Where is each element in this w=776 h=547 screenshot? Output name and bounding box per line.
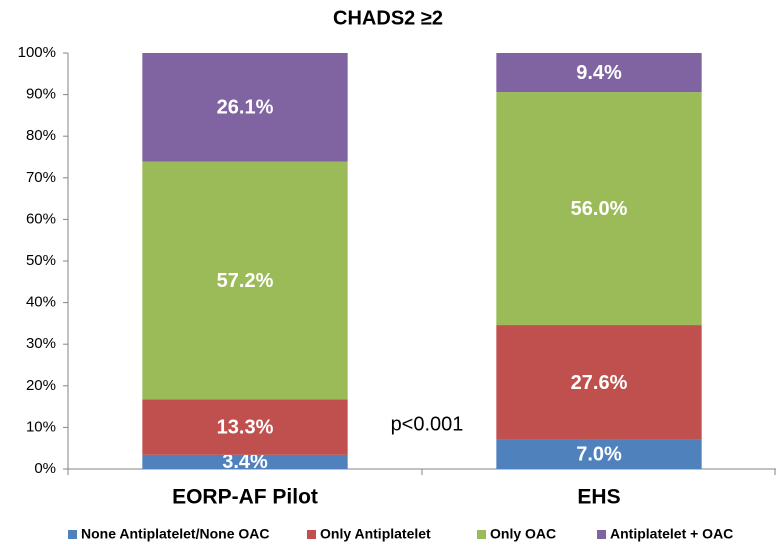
legend-swatch [307,530,316,539]
y-tick-label: 20% [26,377,56,394]
y-tick-label: 80% [26,127,56,144]
data-label: 13.3% [217,416,274,438]
y-tick-label: 90% [26,86,56,103]
bar-segment [142,399,348,455]
data-label: 7.0% [576,444,622,466]
bar-segment [496,92,702,326]
legend-label: None Antiplatelet/None OAC [81,526,270,542]
y-tick-label: 70% [26,169,56,186]
bar-segment [496,53,702,93]
data-label: 3.4% [222,451,268,473]
data-label: 9.4% [576,62,622,84]
annotation: p<0.001 [391,413,464,435]
bar-segment [142,53,348,162]
legend-swatch [68,530,77,539]
data-label: 57.2% [217,270,274,292]
data-label: 26.1% [217,97,274,119]
data-label: 56.0% [571,198,628,220]
y-tick-label: 60% [26,210,56,227]
y-tick-label: 50% [26,252,56,269]
bar-segment [496,439,702,469]
legend-label: Antiplatelet + OAC [610,526,733,542]
x-tick-label: EHS [577,486,620,509]
bar-segment [496,325,702,440]
legend-label: Only OAC [490,526,556,542]
bar-segment [142,161,348,400]
bar-segment [142,454,348,469]
data-label: 27.6% [571,372,628,394]
x-tick-label: EORP-AF Pilot [172,486,318,509]
legend-label: Only Antiplatelet [320,526,431,542]
legend-swatch [597,530,606,539]
y-tick-label: 10% [26,418,56,435]
chart-title: CHADS2 ≥2 [333,7,443,29]
y-tick-label: 30% [26,335,56,352]
legend-swatch [477,530,486,539]
y-tick-label: 0% [34,460,56,477]
y-tick-label: 40% [26,294,56,311]
y-tick-label: 100% [18,44,56,61]
